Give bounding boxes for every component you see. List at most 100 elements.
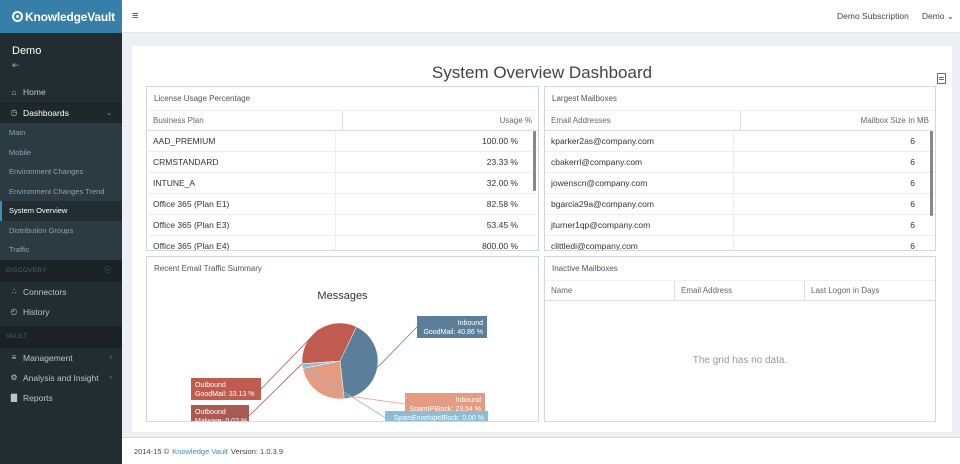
cell-size: 6 <box>910 220 915 230</box>
column-header-name[interactable]: Name <box>545 281 675 300</box>
table-row[interactable]: bgarcia29a@company.com 6 <box>545 194 935 215</box>
table-row[interactable]: Office 365 (Plan E3) 53.45 % <box>147 215 538 236</box>
table-row[interactable]: CRMSTANDARD 23.33 % <box>147 152 538 173</box>
table-row[interactable]: Office 365 (Plan E1) 82.58 % <box>147 194 538 215</box>
cell-email: jowenscn@company.com <box>545 173 734 193</box>
settings-icon: ⚙ <box>10 373 18 382</box>
pie-data-label-box <box>191 378 261 400</box>
cell-business-plan: CRMSTANDARD <box>147 152 336 172</box>
sidebar-item-connectors[interactable]: ∴ Connectors <box>0 282 122 302</box>
table-row[interactable]: cbakerrl@company.com 6 <box>545 152 935 173</box>
column-header-size[interactable]: Mailbox Size In MB <box>860 116 929 125</box>
sidebar-subitem-main[interactable]: Main <box>9 128 26 138</box>
cell-size: 6 <box>910 136 915 146</box>
share-icon: ∴ <box>11 287 17 296</box>
pie-data-label: Malware: 0.02 % <box>195 418 247 421</box>
logo-icon <box>12 11 23 22</box>
messages-pie-chart: Inbound GoodMail: 40.86 % Inbound SpamIPBlo… <box>191 316 488 421</box>
sidebar-item-reports[interactable]: ▇ Reports <box>0 388 122 408</box>
sidebar-item-home[interactable]: ⌂ Home <box>0 82 122 102</box>
section-header-vault: VAULT <box>0 325 122 348</box>
pie-label-connector <box>377 326 418 368</box>
user-name: Demo <box>12 45 42 57</box>
cell-email: clittledi@company.com <box>545 236 734 250</box>
mailbox-grid-header: Email Addresses Mailbox Size In MB <box>545 111 935 131</box>
table-row[interactable]: Office 365 (Plan E4) 800.00 % <box>147 236 538 250</box>
column-header-last-logon[interactable]: Last Logon in Days <box>811 286 880 295</box>
sidebar-subitem-environment-changes[interactable]: Environment Changes <box>9 167 84 177</box>
sidebar-item-label: Home <box>23 87 46 97</box>
column-header-email[interactable]: Email Addresses <box>545 111 741 130</box>
box-title: License Usage Percentage <box>147 87 538 111</box>
sidebar-item-label: Analysis and Insight <box>23 372 99 383</box>
column-header-usage[interactable]: Usage % <box>499 116 532 125</box>
sidebar-item-dashboards[interactable]: ◷ Dashboards ⌄ <box>0 102 122 123</box>
license-usage-box: License Usage Percentage Business Plan U… <box>146 86 539 251</box>
dashboard-panel: System Overview Dashboard License Usage … <box>132 46 952 432</box>
chevron-left-icon: ‹ <box>109 354 112 361</box>
scrollbar-thumb[interactable] <box>930 131 933 216</box>
scrollbar-thumb[interactable] <box>533 131 536 191</box>
cell-business-plan: Office 365 (Plan E4) <box>147 236 336 250</box>
table-row[interactable]: INTUNE_A 32.00 % <box>147 173 538 194</box>
app-logo[interactable]: KnowledgeVault <box>0 0 122 33</box>
footer-copyright: 2014-15 © <box>134 446 170 456</box>
sidebar-item-history[interactable]: ◴ History <box>0 302 122 322</box>
sidebar-subitem-system-overview[interactable]: System Overview <box>0 201 122 221</box>
signout-icon[interactable]: ⇤ <box>12 60 20 70</box>
sidebar-subitem-mobile[interactable]: Mobile <box>9 147 32 157</box>
sliders-icon: ≡ <box>11 353 17 362</box>
chevron-down-icon: ⌄ <box>946 10 954 21</box>
pie-data-label-box <box>417 316 487 338</box>
pie-data-label-box <box>405 393 485 415</box>
sidebar-subitem-traffic[interactable]: Traffic <box>9 245 30 255</box>
column-header-email-address[interactable]: Email Address <box>675 281 805 300</box>
cell-business-plan: INTUNE_A <box>147 173 336 193</box>
cell-business-plan: Office 365 (Plan E1) <box>147 194 336 214</box>
sidebar-item-management[interactable]: ≡ Management ‹ <box>0 348 122 368</box>
chart-title: Messages <box>317 290 368 302</box>
empty-grid-message: The grid has no data. <box>692 355 788 366</box>
cell-business-plan: Office 365 (Plan E3) <box>147 215 336 235</box>
sidebar-item-label: Connectors <box>23 286 67 297</box>
chevron-left-icon: ‹ <box>109 374 112 381</box>
cell-email: cbakerrl@company.com <box>545 152 734 172</box>
table-row[interactable]: clittledi@company.com 6 <box>545 236 935 250</box>
sidebar-item-analysis[interactable]: ⚙ Analysis and Insight ‹ <box>0 368 122 388</box>
pie-data-label: Inbound <box>456 397 481 404</box>
pie-data-label-box <box>385 411 488 421</box>
sidebar-item-label: Dashboards <box>23 107 69 118</box>
footer-link[interactable]: Knowledge Vault <box>172 446 228 456</box>
cell-usage: 32.00 % <box>486 178 518 188</box>
cell-size: 6 <box>910 178 915 188</box>
pie-data-label: GoodMail: 33.13 % <box>195 391 255 398</box>
cell-business-plan: AAD_PREMIUM <box>147 131 336 151</box>
header-right: Demo Subscription Demo ⌄ <box>837 11 960 22</box>
export-pdf-icon[interactable] <box>937 73 946 84</box>
user-menu[interactable]: Demo ⌄ <box>922 11 954 22</box>
section-header-label: VAULT <box>6 333 28 340</box>
cell-usage: 82.58 % <box>486 199 518 209</box>
pie-label-connector <box>248 363 303 417</box>
table-row[interactable]: jturner1qp@company.com 6 <box>545 215 935 236</box>
email-traffic-box: Recent Email Traffic Summary Messages In… <box>146 256 539 422</box>
inactive-mailboxes-box: Inactive Mailboxes Name Email Address La… <box>544 256 936 422</box>
table-row[interactable]: AAD_PREMIUM 100.00 % <box>147 131 538 152</box>
menu-toggle-icon[interactable]: ≡ <box>132 10 139 22</box>
table-row[interactable]: kparker2as@company.com 6 <box>545 131 935 152</box>
sidebar-subitem-distribution-groups[interactable]: Distribution Groups <box>9 225 74 235</box>
cell-usage: 23.33 % <box>486 157 518 167</box>
cell-size: 6 <box>910 157 915 167</box>
top-header: ≡ Demo Subscription Demo ⌄ <box>122 0 960 33</box>
column-header-business-plan[interactable]: Business Plan <box>147 111 343 130</box>
pie-slice[interactable] <box>301 322 357 364</box>
cell-size: 6 <box>910 241 915 250</box>
pie-label-connector <box>302 365 386 418</box>
cell-usage: 800.00 % <box>482 241 518 250</box>
license-grid-header: Business Plan Usage % <box>147 111 538 131</box>
table-row[interactable]: jowenscn@company.com 6 <box>545 173 935 194</box>
subscription-link[interactable]: Demo Subscription <box>837 11 909 21</box>
sidebar-item-label: Reports <box>23 392 53 403</box>
cell-email: kparker2as@company.com <box>545 131 734 151</box>
sidebar-subitem-environment-changes-trend[interactable]: Environment Changes Trend <box>9 186 105 196</box>
